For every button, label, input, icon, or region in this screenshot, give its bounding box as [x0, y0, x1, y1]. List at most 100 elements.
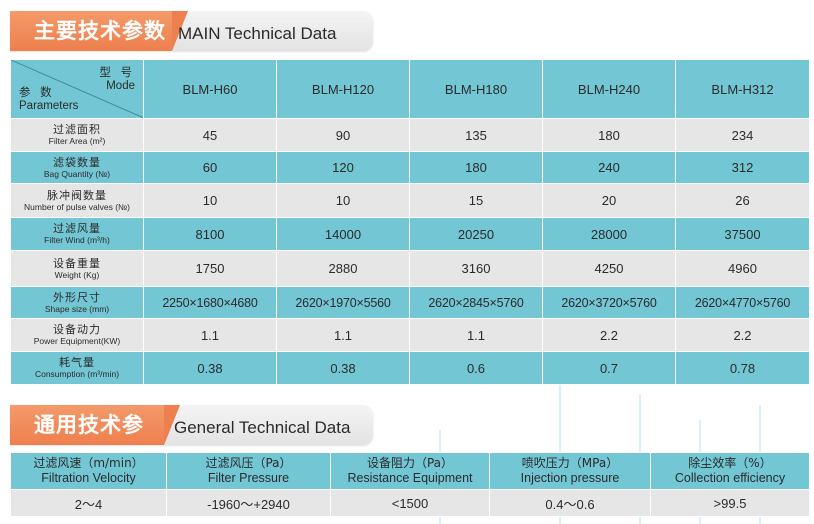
row-label: 滤袋数量 Bag Quantity (№): [10, 151, 144, 184]
general-header-cell: 除尘效率（%） Collection efficiency: [650, 452, 810, 490]
row-label: 耗气量 Consumption (m³/min): [10, 351, 144, 385]
row-label-cn: 外形尺寸: [53, 290, 101, 304]
row-label-cn: 耗气量: [59, 356, 95, 369]
general-technical-table: 过滤风速（m/min） Filtration Velocity 过滤风压（Pa） F…: [10, 452, 810, 517]
row-label: 设备动力 Power Equipment(KW): [10, 318, 144, 352]
row-label-cn: 滤袋数量: [53, 155, 101, 169]
general-header-cell: 过滤风压（Pa） Filter Pressure: [166, 452, 331, 490]
table-cell: 0.38: [276, 351, 410, 385]
row-label-en: Bag Quantity (№): [43, 168, 111, 179]
general-value-row: 2～4 -1960～+2940 <1500 0.4～0.6 >99.5: [10, 489, 810, 517]
table-cell: 4960: [675, 250, 810, 287]
general-value-cell: 0.4～0.6: [489, 489, 651, 517]
header-en: Filter Pressure: [207, 471, 290, 485]
table-cell: 45: [143, 118, 277, 152]
table-cell: 28000: [542, 217, 676, 251]
general-value-cell: <1500: [330, 489, 490, 517]
table-cell: 26: [675, 183, 810, 218]
header-en: Resistance Equipment: [347, 471, 473, 485]
table-row-bag-quantity: 滤袋数量 Bag Quantity (№) 60 120 180 240 312: [10, 151, 810, 184]
model-header: BLM-H180: [409, 59, 543, 119]
table-cell: 2620×1970×5560: [276, 286, 410, 319]
corner-param-label: 参 数 Parameters: [19, 86, 78, 113]
row-label-en: Power Equipment(KW): [33, 336, 121, 346]
model-header: BLM-H312: [675, 59, 810, 119]
row-label-en: Filter Wind (m³/h): [44, 235, 110, 245]
row-label: 脉冲阀数量 Number of pulse valves (№): [10, 183, 144, 218]
header-en: Collection efficiency: [674, 471, 786, 485]
main-technical-data-banner: 主要技术参数 MAIN Technical Data: [10, 11, 373, 51]
header-cn: 除尘效率（%）: [688, 456, 772, 470]
table-cell: 2250×1680×4680: [143, 286, 277, 319]
row-label-cn: 过滤面积: [53, 123, 101, 136]
row-label: 过滤面积 Filter Area (m²): [10, 118, 144, 152]
row-label-en: Number of pulse valves (№): [24, 201, 130, 212]
table-cell: 0.6: [409, 351, 543, 385]
header-cn: 设备阻力（Pa）: [366, 456, 454, 470]
model-header: BLM-H120: [276, 59, 410, 119]
general-value-cell: >99.5: [650, 489, 810, 517]
corner-model-label: 型 号 Mode: [99, 66, 135, 93]
table-row-power: 设备动力 Power Equipment(KW) 1.1 1.1 1.1 2.2 …: [10, 318, 810, 352]
table-cell: 0.7: [542, 351, 676, 385]
table-cell: 2620×2845×5760: [409, 286, 543, 319]
corner-cell: 型 号 Mode 参 数 Parameters: [10, 59, 144, 119]
corner-diagonal: [11, 60, 143, 118]
table-cell: 2620×4770×5760: [675, 286, 810, 319]
table-cell: 1.1: [276, 318, 410, 352]
table-cell: 1.1: [143, 318, 277, 352]
table-cell: 60: [143, 151, 277, 184]
table-cell: 1.1: [409, 318, 543, 352]
table-cell: 240: [542, 151, 676, 184]
table-cell: 0.78: [675, 351, 810, 385]
general-value-cell: 2～4: [10, 489, 167, 517]
table-cell: 37500: [675, 217, 810, 251]
row-label-cn: 过滤风量: [53, 222, 101, 235]
row-label-en: Filter Area (m²): [48, 136, 106, 146]
table-cell: 8100: [143, 217, 277, 251]
table-row-filter-wind: 过滤风量 Filter Wind (m³/h) 8100 14000 20250 …: [10, 217, 810, 251]
table-row-weight: 设备重量 Weight (Kg) 1750 2880 3160 4250 4960: [10, 250, 810, 287]
general-header-cell: 设备阻力（Pa） Resistance Equipment: [330, 452, 490, 490]
corner-param-en: Parameters: [19, 100, 79, 112]
row-label-cn: 脉冲阀数量: [47, 188, 107, 202]
table-row-pulse-valves: 脉冲阀数量 Number of pulse valves (№) 10 10 15…: [10, 183, 810, 218]
model-header: BLM-H60: [143, 59, 277, 119]
row-label: 外形尺寸 Shape size (mm): [10, 286, 144, 319]
row-label: 过滤风量 Filter Wind (m³/h): [10, 217, 144, 251]
table-cell: 20250: [409, 217, 543, 251]
table-cell: 4250: [542, 250, 676, 287]
row-label-en: Weight (Kg): [54, 269, 100, 280]
corner-model-en: Mode: [106, 80, 135, 92]
main-technical-table: 型 号 Mode 参 数 Parameters BLM-H60 BLM-H120…: [10, 59, 810, 385]
general-technical-data-banner: 通用技术参数 General Technical Data: [10, 405, 373, 477]
header-en: Injection pressure: [520, 471, 620, 485]
general-header-row: 过滤风速（m/min） Filtration Velocity 过滤风压（Pa） F…: [10, 452, 810, 490]
table-row-consumption: 耗气量 Consumption (m³/min) 0.38 0.38 0.6 0.…: [10, 351, 810, 385]
table-cell: 312: [675, 151, 810, 184]
general-value-cell: -1960～+2940: [166, 489, 331, 517]
table-cell: 15: [409, 183, 543, 218]
table-cell: 20: [542, 183, 676, 218]
banner-title-en: MAIN Technical Data: [178, 24, 337, 43]
table-row-filter-area: 过滤面积 Filter Area (m²) 45 90 135 180 234: [10, 118, 810, 152]
banner-tag-cn: 通用技术参数: [10, 405, 180, 477]
table-cell: 2880: [276, 250, 410, 287]
row-label-en: Consumption (m³/min): [34, 369, 120, 379]
table-cell: 10: [143, 183, 277, 218]
model-header-row: 型 号 Mode 参 数 Parameters BLM-H60 BLM-H120…: [10, 59, 810, 119]
table-cell: 120: [276, 151, 410, 184]
banner-title-en: General Technical Data: [174, 418, 351, 437]
table-cell: 90: [276, 118, 410, 152]
table-cell: 234: [675, 118, 810, 152]
header-en: Filtration Velocity: [41, 471, 136, 485]
table-cell: 2.2: [542, 318, 676, 352]
banner-tag-cn: 主要技术参数: [10, 11, 188, 51]
table-cell: 14000: [276, 217, 410, 251]
table-cell: 1750: [143, 250, 277, 287]
table-cell: 180: [542, 118, 676, 152]
table-cell: 2620×3720×5760: [542, 286, 676, 319]
table-row-shape-size: 外形尺寸 Shape size (mm) 2250×1680×4680 2620×…: [10, 286, 810, 319]
corner-model-cn: 型 号: [99, 65, 135, 79]
model-header: BLM-H240: [542, 59, 676, 119]
